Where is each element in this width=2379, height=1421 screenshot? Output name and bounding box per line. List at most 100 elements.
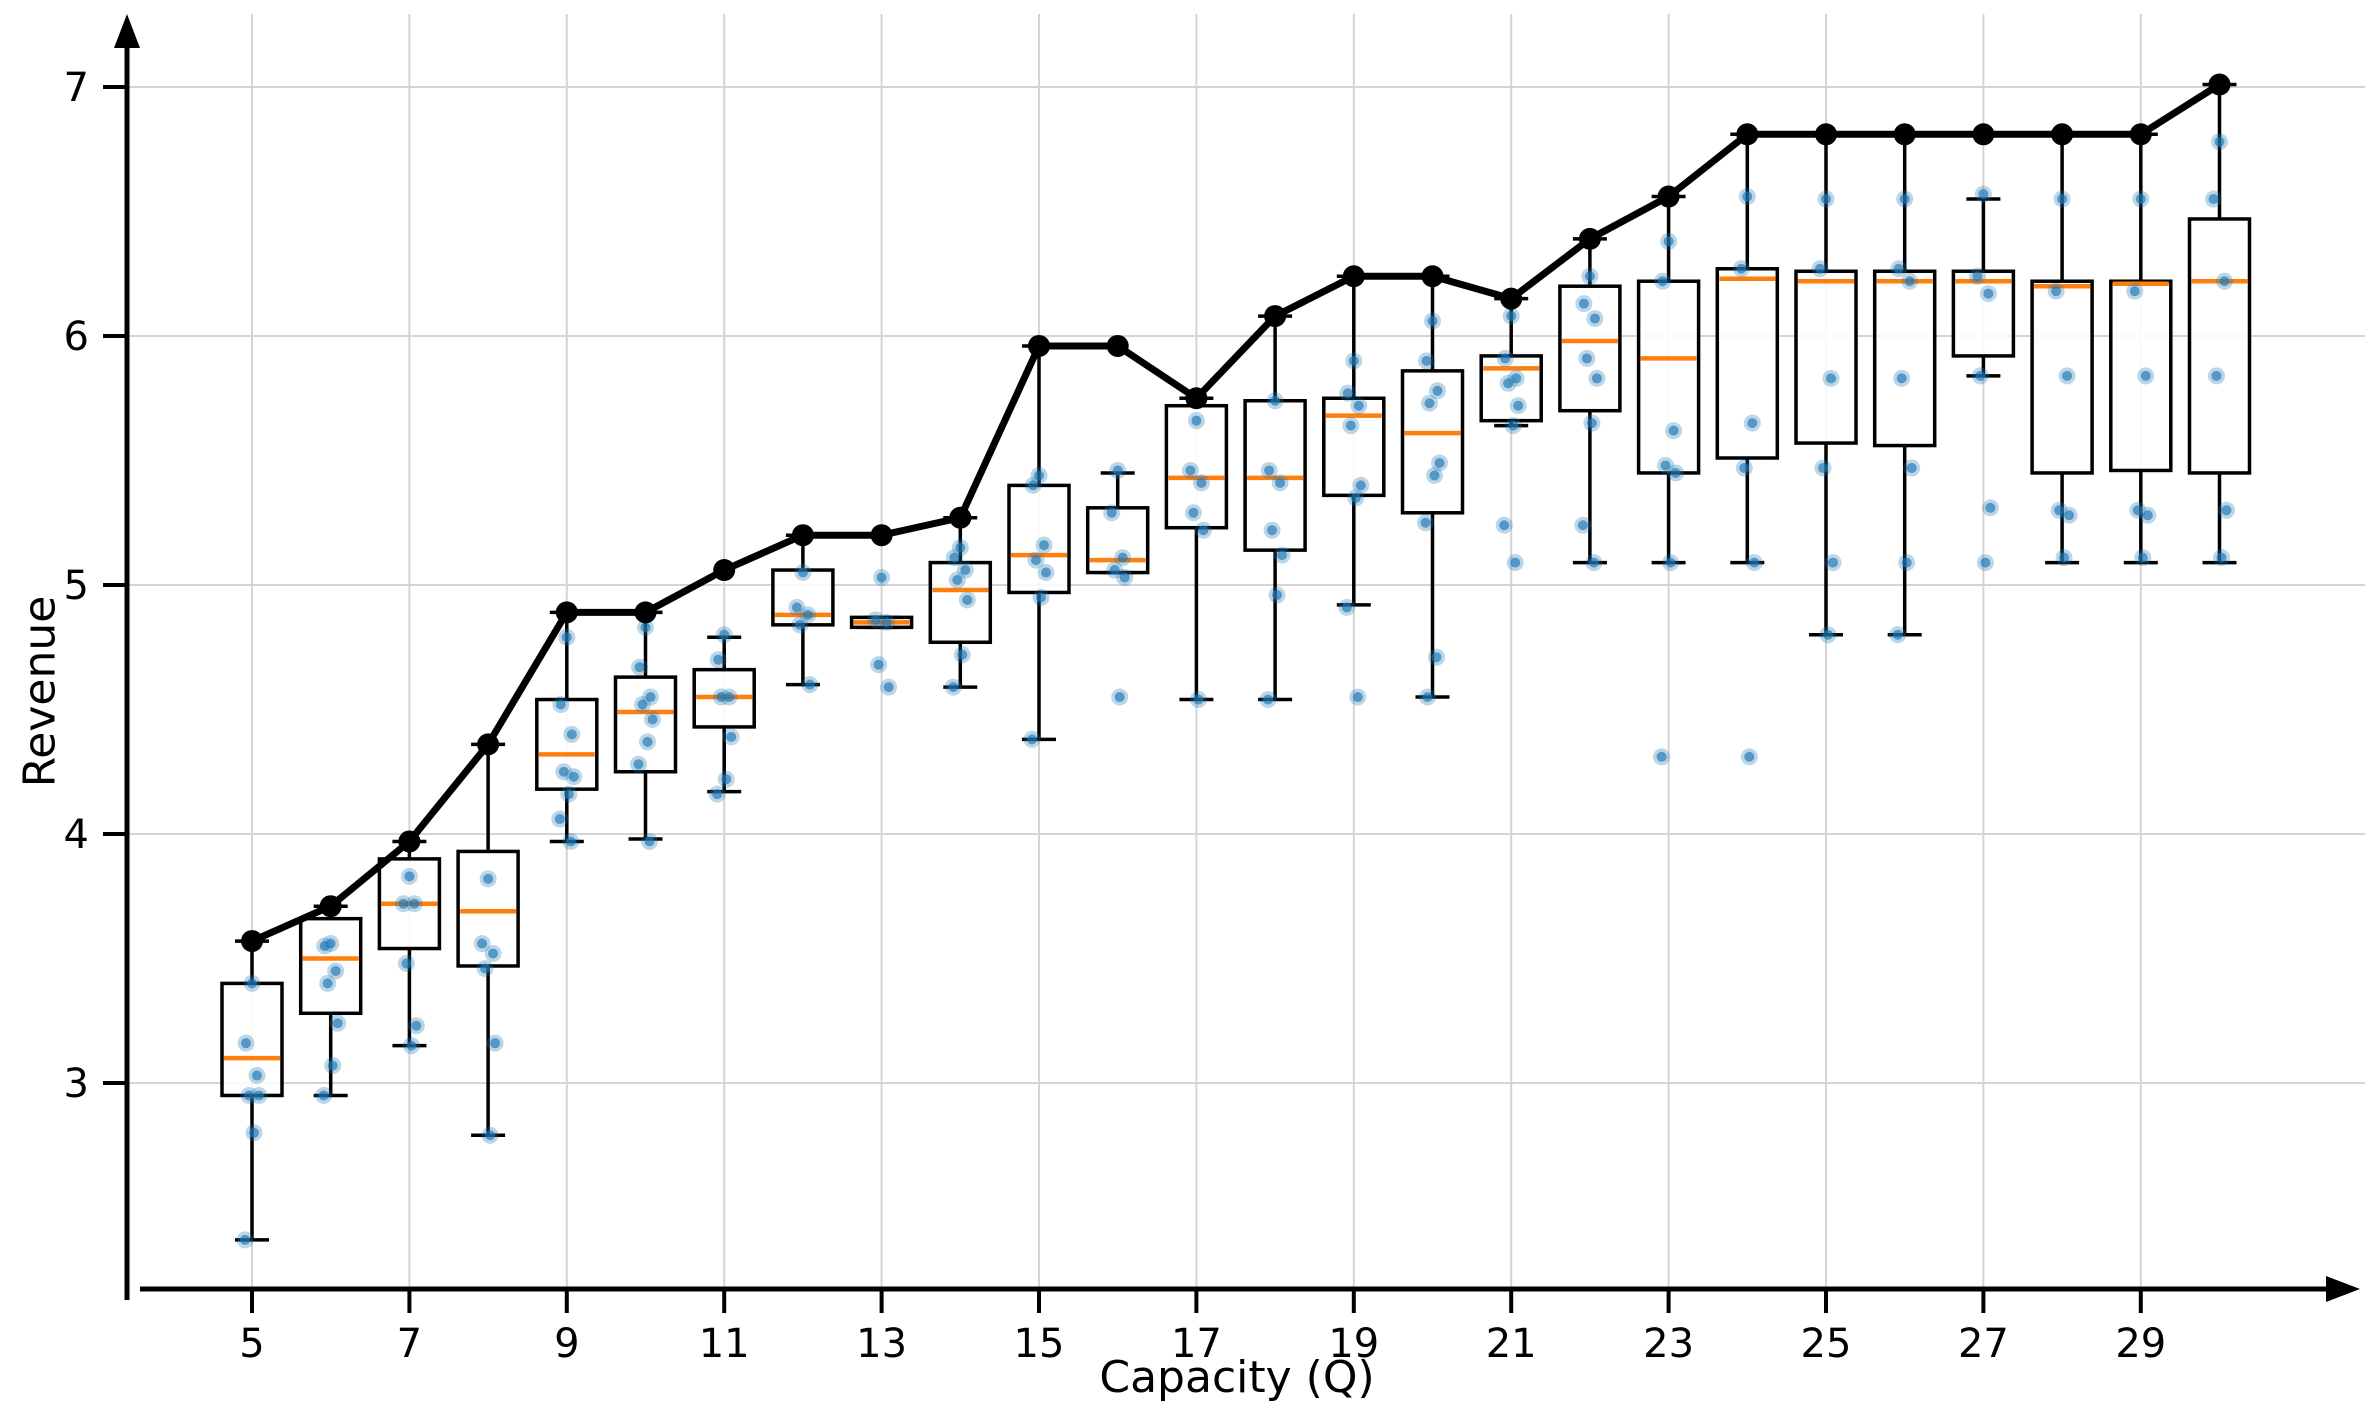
trend-point (477, 733, 500, 756)
scatter-point-core (1036, 592, 1046, 603)
scatter-point-core (1747, 418, 1758, 429)
scatter-point-core (1034, 470, 1044, 481)
scatter-point-core (2062, 370, 2073, 381)
scatter-point-core (804, 679, 815, 690)
scatter-point-core (2140, 370, 2151, 381)
scatter-point-core (1421, 355, 1432, 366)
trend-point (870, 524, 893, 547)
scatter-point-core (1980, 557, 1991, 568)
scatter-point-core (561, 632, 572, 643)
scatter-point-core (1348, 355, 1359, 366)
scatter-point-core (1896, 373, 1907, 384)
scatter-point-core (1350, 492, 1361, 503)
trend-point (1106, 334, 1129, 357)
scatter-point-core (2054, 505, 2065, 516)
x-tick-label: 19 (1328, 1321, 1379, 1367)
x-tick-label: 21 (1486, 1321, 1537, 1367)
scatter-point-core (490, 1038, 501, 1049)
scatter-point-core (1668, 425, 1679, 436)
scatter-point-core (1277, 550, 1288, 561)
trend-line (250, 81, 2222, 945)
scatter-point-core (1978, 189, 1989, 200)
scatter-point-core (1188, 507, 1199, 518)
scatter-point-core (1185, 465, 1196, 476)
scatter-point-core (1586, 418, 1597, 429)
scatter-point-core (1341, 602, 1352, 613)
scatter-point-core (1191, 415, 1202, 426)
scatter-point-core (1904, 276, 1915, 287)
scatter-point-core (1193, 694, 1204, 705)
scatter-point-core (1109, 565, 1120, 576)
x-tick-label: 13 (856, 1321, 907, 1367)
scatter-point-core (488, 948, 499, 959)
scatter-point-core (1577, 520, 1588, 531)
scatter-point-core (254, 1090, 264, 1101)
trend-point (1815, 123, 1837, 146)
y-tick-label: 3 (64, 1061, 89, 1107)
x-tick-label: 9 (554, 1321, 579, 1367)
scatter-point-core (1892, 629, 1903, 640)
x-tick-label: 17 (1171, 1321, 1222, 1367)
scatter-point-core (483, 873, 494, 884)
scatter-point-core (1589, 313, 1600, 324)
box-rect (1872, 269, 1937, 448)
box-rect (1558, 284, 1622, 413)
scatter-point-core (716, 692, 727, 703)
scatter-point-core (726, 731, 737, 742)
y-axis-arrow-icon (114, 14, 140, 48)
trend-point (1893, 123, 1916, 146)
trend-point (1264, 305, 1287, 328)
x-tick-label: 23 (1643, 1321, 1694, 1367)
scatter-point-core (1352, 692, 1363, 703)
scatter-point-core (2135, 194, 2146, 205)
box-rect (2187, 217, 2252, 475)
scatter-point-core (1264, 465, 1275, 476)
scatter-point-core (1429, 470, 1440, 481)
trend-point (1500, 287, 1523, 310)
scatter-point-core (1985, 502, 1996, 513)
scatter-point-core (1270, 395, 1281, 406)
scatter-point-core (1821, 194, 1831, 205)
scatter-point-core (1749, 557, 1760, 568)
scatter-point-core (565, 836, 576, 847)
scatter-point-core (1901, 557, 1912, 568)
scatter-point-core (1503, 378, 1514, 389)
scatter-point-core (2208, 194, 2219, 205)
scatter-point-core (1665, 557, 1676, 568)
scatter-point-core (322, 978, 333, 989)
scatter-point-core (634, 662, 645, 673)
scatter-point-core (1355, 480, 1366, 491)
scatter-point-core (2216, 552, 2227, 563)
x-tick-label: 11 (699, 1321, 750, 1367)
scatter-point-core (244, 1090, 254, 1101)
scatter-point-core (955, 542, 966, 553)
scatter-point-core (2219, 276, 2230, 287)
y-tick-label: 6 (64, 314, 89, 360)
scatter-point-core (1581, 353, 1592, 364)
box-rect (1007, 483, 1071, 595)
scatter-point-core (1031, 555, 1041, 566)
trend-point (1972, 123, 1995, 146)
scatter-point-core (332, 1018, 343, 1029)
scatter-point-core (1028, 480, 1038, 491)
scatter-point-core (554, 814, 565, 825)
box-rect (298, 916, 363, 1016)
scatter-point-core (2211, 370, 2222, 381)
scatter-point-core (1117, 552, 1128, 563)
scatter-point-core (1742, 191, 1753, 202)
y-tick-label: 4 (64, 812, 89, 858)
scatter-point-core (1670, 467, 1681, 478)
scatter-point-core (2221, 505, 2232, 516)
trend-point (949, 506, 972, 529)
scatter-point-core (1345, 420, 1356, 431)
scatter-point-core (252, 1070, 262, 1081)
scatter-point-core (2129, 286, 2140, 297)
scatter-point-core (794, 619, 805, 630)
scatter-point-core (1434, 457, 1445, 468)
scatter-point-core (949, 552, 960, 563)
box-rect (1636, 279, 1701, 475)
x-axis-title: Capacity (Q) (1099, 1352, 1375, 1403)
scatter-point-core (647, 714, 658, 725)
scatter-point-core (2051, 286, 2062, 297)
scatter-point-core (1578, 298, 1589, 309)
